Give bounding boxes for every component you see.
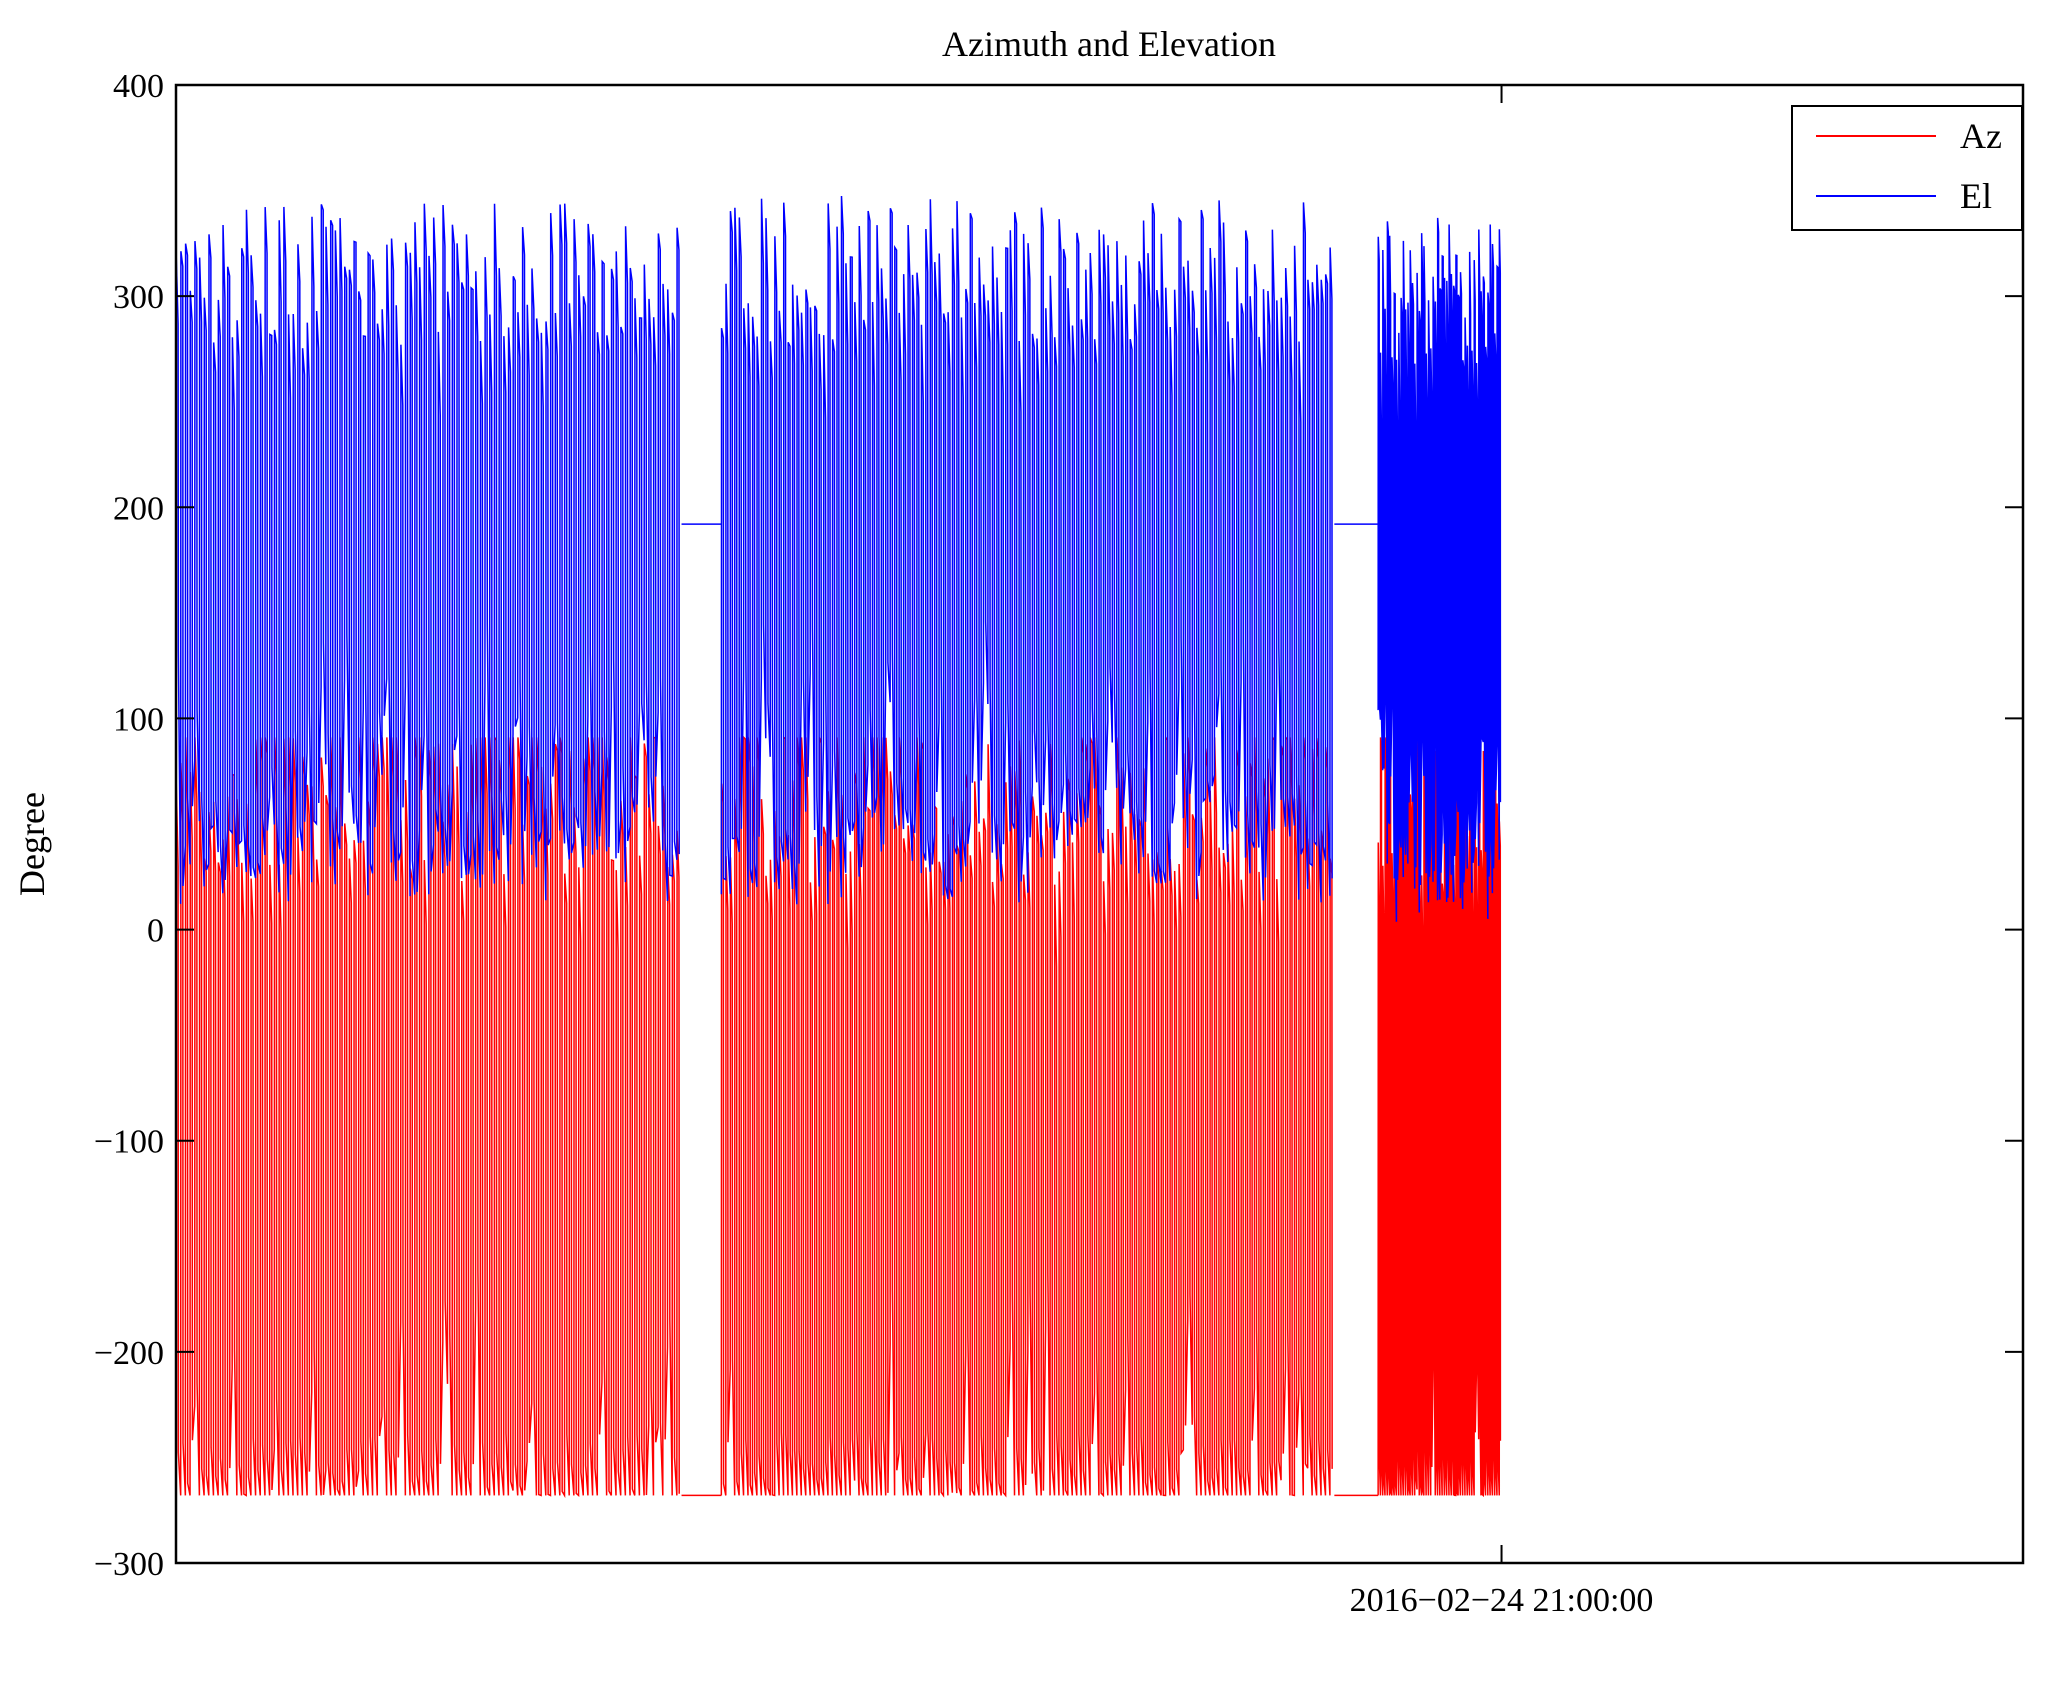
series-az-segment-2 [1377,737,1502,1498]
y-tick-label: 100 [113,701,164,738]
legend-label-el: El [1960,176,1992,216]
ticks-layer: −300 −200 −100 0 100 200 300 400 2016−02−24 21:0… [94,68,2023,1619]
y-tick-label: 0 [147,913,164,950]
y-tick-label: −300 [94,1546,164,1583]
series-el-segment-1 [720,196,1333,905]
series-el-segment-2 [1377,217,1502,922]
series-az-segment-1 [720,735,1333,1498]
series-az-segment-0 [175,735,680,1499]
plot-frame [174,83,2025,1565]
y-tick-label: −200 [94,1335,164,1372]
y-tick-label: −100 [94,1124,164,1161]
legend-label-az: Az [1960,116,2002,156]
legend: Az El [1791,105,2023,231]
legend-box [1791,105,2023,231]
x-tick-label: 2016−02−24 21:00:00 [1350,1582,1654,1619]
y-tick-label: 400 [113,68,164,105]
series-el-segment-0 [175,203,680,904]
series-layer [175,196,1502,1499]
y-tick-label: 300 [113,279,164,316]
y-tick-label: 200 [113,490,164,527]
chart-title: Azimuth and Elevation [942,24,1276,64]
y-axis-label: Degree [12,792,52,896]
